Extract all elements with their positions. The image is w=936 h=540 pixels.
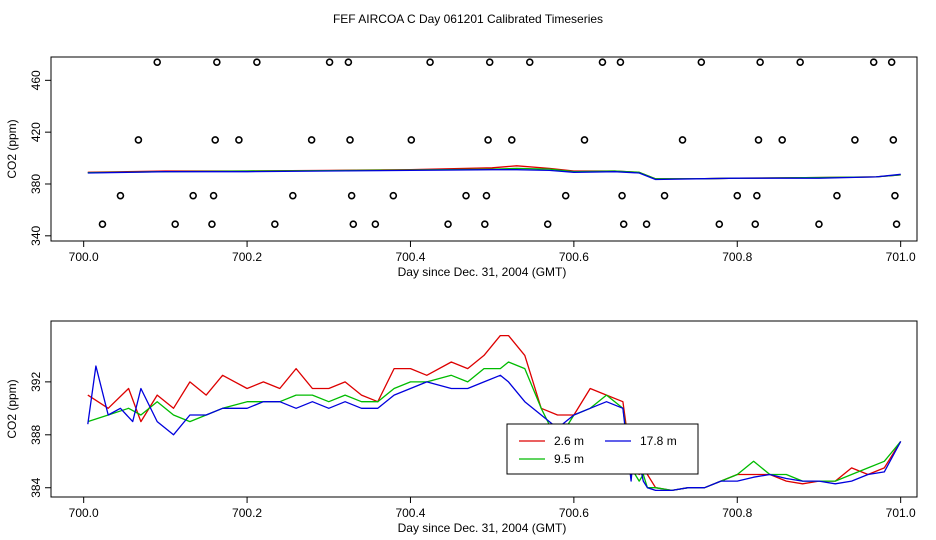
data-point bbox=[815, 220, 823, 228]
x-tick-label: 700.2 bbox=[232, 506, 262, 520]
x-tick-label: 700.6 bbox=[559, 506, 589, 520]
y-tick-label: 420 bbox=[29, 122, 43, 142]
data-point bbox=[371, 220, 380, 228]
legend-label: 2.6 m bbox=[554, 434, 584, 448]
data-point bbox=[616, 58, 625, 66]
y-axis-label: CO2 (ppm) bbox=[5, 379, 19, 438]
series-line bbox=[87, 365, 902, 492]
data-point bbox=[235, 136, 243, 144]
data-point bbox=[347, 191, 356, 200]
plot-frame bbox=[50, 56, 918, 242]
data-point bbox=[678, 136, 687, 144]
data-point bbox=[751, 220, 760, 228]
series-line bbox=[87, 169, 901, 181]
data-point bbox=[426, 58, 434, 66]
data-point bbox=[697, 58, 706, 66]
data-point bbox=[619, 220, 628, 228]
y-tick-label: 384 bbox=[29, 477, 43, 497]
data-point bbox=[851, 136, 859, 144]
y-tick-label: 340 bbox=[29, 225, 43, 245]
x-tick-label: 701.0 bbox=[886, 250, 916, 264]
x-tick-label: 700.8 bbox=[722, 506, 752, 520]
data-point bbox=[208, 220, 216, 228]
data-point bbox=[444, 220, 452, 228]
data-point bbox=[462, 191, 470, 200]
data-point bbox=[753, 191, 761, 200]
x-tick-label: 700.4 bbox=[395, 250, 425, 264]
data-point bbox=[889, 136, 898, 144]
data-point bbox=[171, 220, 179, 228]
data-point bbox=[289, 191, 297, 200]
figure-title: FEF AIRCOA C Day 061201 Calibrated Times… bbox=[333, 12, 603, 26]
data-point bbox=[344, 58, 353, 66]
data-point bbox=[389, 191, 398, 200]
data-point bbox=[869, 58, 878, 66]
data-point bbox=[98, 220, 107, 228]
data-point bbox=[833, 191, 841, 200]
data-point bbox=[598, 58, 607, 66]
x-tick-label: 700.0 bbox=[69, 506, 99, 520]
bottom-panel: 700.0 700.2 700.4 700.6 700.8 701.0 384 388 392 D… bbox=[5, 320, 918, 535]
x-tick-label: 700.2 bbox=[232, 250, 262, 264]
data-point bbox=[407, 136, 416, 144]
data-point bbox=[189, 191, 197, 200]
top-panel: 700.0 700.2 700.4 700.6 700.8 701.0 340 380 420 4… bbox=[5, 56, 918, 279]
data-point bbox=[213, 58, 221, 66]
legend-label: 9.5 m bbox=[554, 452, 584, 466]
data-point bbox=[209, 191, 218, 200]
data-point bbox=[778, 136, 786, 144]
x-tick-label: 700.4 bbox=[395, 506, 425, 520]
data-point bbox=[525, 58, 534, 66]
y-tick-label: 388 bbox=[29, 424, 43, 444]
y-tick-label: 380 bbox=[29, 174, 43, 194]
data-point bbox=[660, 191, 669, 200]
data-point bbox=[153, 58, 162, 66]
data-point bbox=[796, 58, 804, 66]
x-axis-label: Day since Dec. 31, 2004 (GMT) bbox=[398, 265, 567, 279]
data-point bbox=[642, 220, 651, 228]
data-point bbox=[507, 136, 516, 144]
x-axis-label: Day since Dec. 31, 2004 (GMT) bbox=[398, 521, 567, 535]
data-point bbox=[325, 58, 334, 66]
series-line bbox=[87, 334, 902, 492]
data-point bbox=[733, 191, 742, 200]
data-point bbox=[543, 220, 552, 228]
y-axis-label: CO2 (ppm) bbox=[5, 119, 19, 178]
series-line bbox=[87, 361, 902, 492]
x-tick-label: 700.0 bbox=[69, 250, 99, 264]
data-point bbox=[891, 191, 899, 200]
data-point bbox=[349, 220, 358, 228]
data-point bbox=[715, 220, 724, 228]
data-point bbox=[271, 220, 279, 228]
data-point bbox=[307, 136, 316, 144]
data-point bbox=[211, 136, 220, 144]
data-point bbox=[485, 58, 494, 66]
data-point bbox=[253, 58, 261, 66]
data-point bbox=[484, 136, 492, 144]
data-point bbox=[580, 136, 589, 144]
x-tick-label: 701.0 bbox=[886, 506, 916, 520]
data-point bbox=[481, 220, 489, 228]
x-tick-label: 700.6 bbox=[559, 250, 589, 264]
data-point bbox=[756, 58, 764, 66]
data-point bbox=[346, 136, 354, 144]
x-tick-label: 700.8 bbox=[722, 250, 752, 264]
data-point bbox=[887, 58, 896, 66]
legend-label: 17.8 m bbox=[640, 434, 677, 448]
data-point bbox=[561, 191, 570, 200]
data-point bbox=[482, 191, 491, 200]
data-point bbox=[618, 191, 626, 200]
legend-box bbox=[506, 423, 699, 475]
data-point bbox=[892, 220, 901, 228]
data-point bbox=[134, 136, 143, 144]
data-point bbox=[754, 136, 763, 144]
y-tick-label: 460 bbox=[29, 70, 43, 90]
y-tick-label: 392 bbox=[29, 372, 43, 392]
plot-frame bbox=[50, 320, 918, 498]
data-point bbox=[116, 191, 125, 200]
